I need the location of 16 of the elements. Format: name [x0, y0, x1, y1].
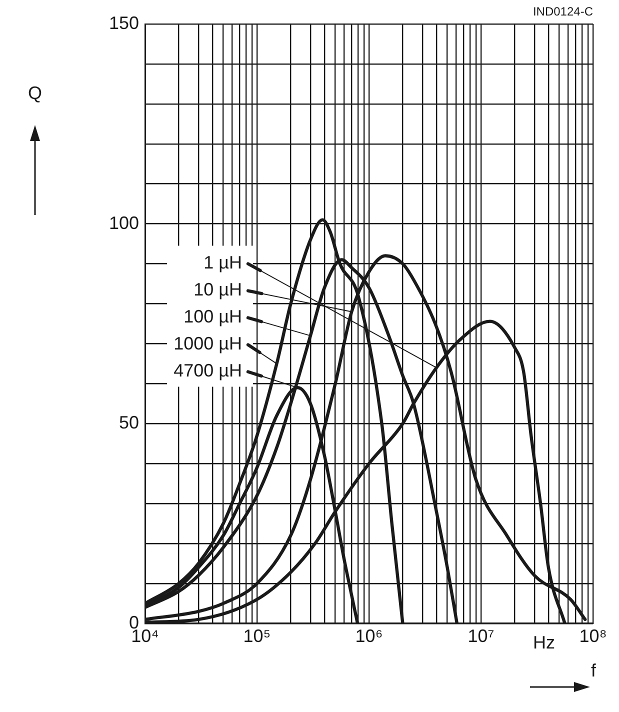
x-tick-label: 10⁸ — [579, 626, 607, 646]
y-tick-label: 150 — [108, 12, 140, 33]
legend-label: 10 µH — [194, 280, 242, 300]
legend-label: 1000 µH — [174, 334, 242, 354]
y-tick-label: 100 — [108, 212, 140, 233]
legend-label: 1 µH — [204, 252, 242, 273]
x-axis-title: f — [591, 660, 597, 680]
legend-label: 100 µH — [184, 306, 242, 327]
x-tick-label: 10⁶ — [355, 626, 383, 646]
y-axis-title: Q — [28, 82, 42, 103]
text: IND0124-C — [532, 4, 594, 18]
x-tick-label: 10⁵ — [243, 626, 271, 646]
legend-label: 4700 µH — [174, 360, 242, 381]
text: Hz — [533, 632, 555, 652]
x-tick-label: 10⁷ — [468, 626, 494, 646]
y-tick-label: 50 — [119, 412, 140, 433]
